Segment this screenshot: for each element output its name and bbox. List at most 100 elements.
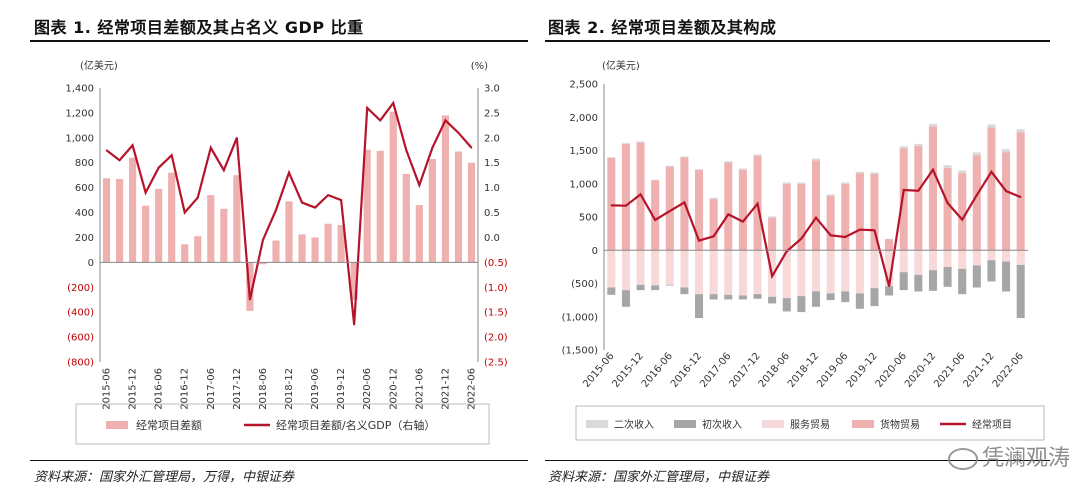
legend-label-current-account: 经常项目差额 <box>136 418 202 432</box>
line-point-ratio <box>157 166 160 169</box>
bar-secondary-income <box>738 168 747 170</box>
right-chart-y-tick-label: 1,000 <box>569 179 598 190</box>
bar-current-account <box>350 262 358 300</box>
left-y-tick-label: (800) <box>67 358 94 369</box>
x-tick-label: 2017-12 <box>232 368 243 410</box>
line-point-ratio <box>392 102 395 104</box>
legend-label-primary-income: 初次收入 <box>702 418 742 431</box>
line-point-current-account <box>727 213 730 216</box>
bar-secondary-income <box>826 194 835 196</box>
bar-goods <box>811 160 821 251</box>
bar-goods <box>1002 152 1011 251</box>
bar-goods <box>695 169 704 251</box>
right-chart-title: 图表 2. 经常项目差额及其构成 <box>548 18 777 37</box>
legend-swatch-current-account <box>106 421 128 429</box>
bar-goods <box>885 238 894 251</box>
x-tick-label: 2015-06 <box>102 368 113 410</box>
legend-swatch-secondary-income <box>586 420 608 428</box>
bar-primary-income <box>855 293 864 309</box>
bar-current-account <box>155 188 163 263</box>
right-chart-y-tick-label: 0 <box>592 246 598 257</box>
line-point-current-account <box>625 204 627 207</box>
legend-swatch-primary-income <box>674 420 696 428</box>
bar-current-account <box>324 223 332 263</box>
bar-secondary-income <box>782 182 791 184</box>
line-point-ratio <box>353 323 355 326</box>
line-point-ratio <box>262 239 264 241</box>
bar-current-account <box>259 262 267 265</box>
bar-primary-income <box>885 286 894 296</box>
bar-goods <box>621 143 630 251</box>
line-point-current-account <box>859 228 861 231</box>
bar-secondary-income <box>928 123 937 127</box>
legend-label-services: 服务贸易 <box>790 418 830 431</box>
line-point-ratio <box>314 206 316 209</box>
bar-secondary-income <box>665 165 674 167</box>
bar-secondary-income <box>972 152 981 156</box>
left-y-tick-label: 1,000 <box>65 133 94 144</box>
bar-secondary-income <box>724 161 733 163</box>
bar-secondary-income <box>855 171 864 174</box>
line-point-current-account <box>829 234 832 237</box>
bar-current-account <box>428 158 436 263</box>
bar-primary-income <box>870 288 879 307</box>
bar-secondary-income <box>1002 149 1011 153</box>
bar-current-account <box>454 151 463 263</box>
bar-current-account <box>402 173 410 263</box>
bar-services <box>958 250 967 269</box>
right-y-tick-label: (1.5) <box>484 308 508 319</box>
bar-secondary-income <box>943 165 952 168</box>
bar-secondary-income <box>636 141 645 143</box>
right-y-tick-label: 1.5 <box>484 158 500 169</box>
left-y-tick-label: 800 <box>75 158 94 169</box>
bar-primary-income <box>899 272 908 291</box>
bar-goods <box>914 145 923 251</box>
line-point-current-account <box>654 219 656 221</box>
bar-goods <box>841 183 850 251</box>
bar-primary-income <box>811 291 821 307</box>
left-legend-box <box>75 403 490 445</box>
line-point-current-account <box>639 193 642 196</box>
bar-primary-income <box>987 260 996 282</box>
bar-primary-income <box>972 265 981 288</box>
line-point-current-account <box>771 275 773 277</box>
bar-current-account <box>415 205 423 263</box>
right-y-tick-label: 1.0 <box>484 183 500 194</box>
bar-current-account <box>142 205 150 263</box>
line-point-ratio <box>236 137 238 139</box>
line-point-current-account <box>902 189 905 191</box>
left-y-tick-label: 0 <box>88 258 94 269</box>
bar-current-account <box>129 157 137 263</box>
bar-goods <box>724 162 733 251</box>
line-point-ratio <box>196 196 199 199</box>
bar-current-account <box>467 162 476 263</box>
line-point-ratio <box>275 209 277 211</box>
line-point-ratio <box>470 146 473 149</box>
right-chart-y-tick-label: (1,000) <box>562 312 599 323</box>
bar-services <box>607 250 616 288</box>
bar-services <box>753 250 762 295</box>
bar-secondary-income <box>695 169 704 170</box>
bar-current-account <box>285 201 293 263</box>
bar-current-account <box>363 149 371 263</box>
line-point-ratio <box>444 119 447 122</box>
bar-goods <box>870 173 879 251</box>
bar-primary-income <box>1016 264 1025 319</box>
x-tick-label: 2020-06 <box>362 368 373 410</box>
bar-secondary-income <box>870 172 879 174</box>
wechat-icon <box>947 448 978 470</box>
bar-current-account <box>441 115 449 263</box>
left-chart-title: 图表 1. 经常项目差额及其占名义 GDP 比重 <box>34 18 364 37</box>
line-point-current-account <box>785 250 788 253</box>
right-chart: (亿美元) 2,500 2,000 1,500 1,000 500 0 (500) (1,00… <box>562 59 1045 441</box>
bar-primary-income <box>680 287 689 295</box>
line-point-ratio <box>418 184 421 186</box>
bar-goods <box>1016 132 1025 251</box>
left-y-tick-label: 600 <box>75 183 94 194</box>
bar-services <box>797 250 806 297</box>
left-y-tick-label: 200 <box>75 233 94 244</box>
bar-goods <box>899 148 908 251</box>
bar-primary-income <box>636 284 645 291</box>
bar-primary-income <box>914 274 923 292</box>
bar-secondary-income <box>987 124 996 128</box>
